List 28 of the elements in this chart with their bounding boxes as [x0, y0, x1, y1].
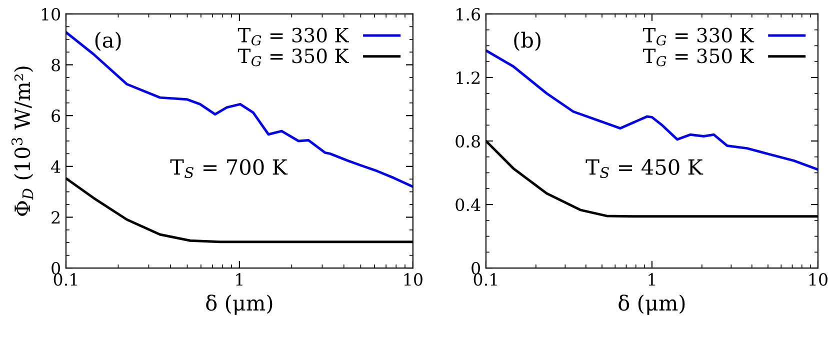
x-tick-label: 1: [236, 273, 242, 286]
y-tick-label: 6: [52, 110, 60, 122]
x-axis-title: δ (μm): [206, 294, 272, 315]
y-tick-label: 0: [52, 262, 60, 275]
legend-label: T$_{G}$ = 350 K: [642, 48, 754, 66]
y-tick-label: 4: [51, 160, 60, 173]
y-tick-label: 8: [52, 58, 60, 72]
y-tick-label: 0: [472, 262, 480, 275]
y-tick-label: 0.4: [456, 198, 480, 212]
x-tick-label: 10: [404, 273, 422, 286]
legend-label: T$_{G}$ = 330 K: [238, 28, 350, 46]
x-tick-label: 0.1: [474, 273, 497, 286]
annotation: T$_{S}$ = 450 K: [586, 159, 704, 178]
legend-label: T$_{G}$ = 330 K: [642, 28, 754, 46]
y-tick-label: 0.8: [456, 134, 480, 148]
annotation: T$_{S}$ = 700 K: [170, 159, 288, 178]
y-tick-label: 2: [52, 211, 60, 224]
annotation: (b): [514, 32, 540, 51]
x-tick-label: 10: [809, 273, 828, 286]
x-tick-label: 0.1: [54, 273, 77, 286]
x-axis-title: δ (μm): [618, 294, 685, 315]
y-axis-title: Φ$_{D}$ (10$^{3}$ W/m²): [11, 66, 34, 216]
legend-label: T$_{G}$ = 350 K: [238, 48, 350, 66]
y-tick-label: 1.6: [456, 8, 480, 21]
y-tick-label: 1.2: [456, 71, 480, 84]
annotation: (a): [95, 32, 121, 51]
x-tick-label: 1: [648, 273, 655, 286]
y-tick-label: 10: [42, 8, 60, 21]
